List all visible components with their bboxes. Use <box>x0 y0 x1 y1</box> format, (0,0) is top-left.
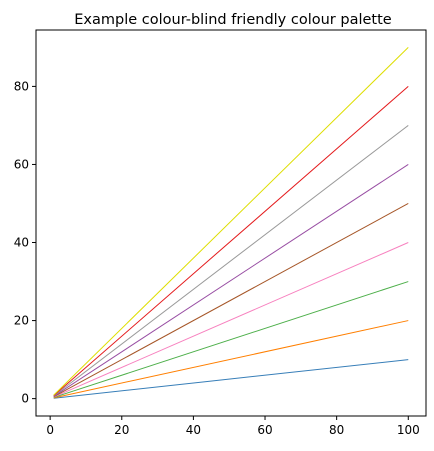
y-tick-label: 60 <box>14 157 29 171</box>
series-line-9 <box>53 47 409 396</box>
series-line-4 <box>53 242 409 398</box>
chart-title: Example colour-blind friendly colour pal… <box>74 12 392 28</box>
x-tick-label: 80 <box>329 423 344 437</box>
y-axis: 0 20 40 60 80 <box>14 79 36 406</box>
y-tick-label: 40 <box>14 236 29 250</box>
series-line-1 <box>53 359 409 399</box>
y-tick-label: 0 <box>21 392 29 406</box>
x-tick-label: 60 <box>257 423 272 437</box>
y-tick-label: 80 <box>14 79 29 93</box>
x-tick-label: 100 <box>397 423 420 437</box>
series-line-5 <box>53 203 409 398</box>
x-tick-label: 20 <box>114 423 129 437</box>
x-tick-label: 40 <box>186 423 201 437</box>
x-tick-label: 0 <box>46 423 54 437</box>
series-line-6 <box>53 164 409 397</box>
y-tick-label: 20 <box>14 314 29 328</box>
series-line-8 <box>53 86 409 396</box>
axes-frame <box>35 29 427 417</box>
series-line-3 <box>53 281 409 398</box>
x-axis: 0 20 40 60 80 100 <box>46 416 420 437</box>
series-line-7 <box>53 125 409 397</box>
series-line-2 <box>53 320 409 399</box>
plot-area <box>53 47 409 399</box>
